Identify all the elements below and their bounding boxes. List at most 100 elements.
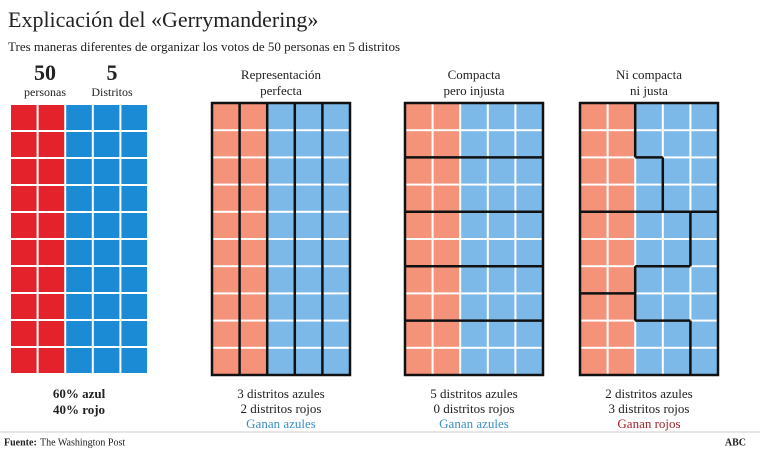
voter-cell <box>433 348 460 374</box>
voter-cell <box>608 185 635 211</box>
voter-cell <box>691 104 717 130</box>
voter-cell <box>406 104 432 130</box>
voter-cell <box>268 158 294 184</box>
voter-cell <box>93 240 120 265</box>
voter-cell <box>295 131 322 157</box>
voter-cell <box>433 267 460 293</box>
voter-cell <box>488 212 515 238</box>
voter-cell <box>121 294 147 319</box>
voter-cell <box>323 131 349 157</box>
voter-cell <box>213 158 239 184</box>
voter-cell <box>323 104 349 130</box>
voter-cell <box>38 132 65 157</box>
voter-cell <box>636 294 662 320</box>
voter-cell <box>66 105 92 130</box>
outer-border <box>403 101 545 377</box>
voter-cell <box>213 267 239 293</box>
panel-title: perfecta <box>260 83 302 98</box>
voter-cell <box>608 294 635 320</box>
voter-cell <box>488 294 515 320</box>
voter-cell <box>66 213 92 238</box>
voter-cell <box>240 185 267 211</box>
voter-cell <box>516 294 542 320</box>
voter-cell <box>295 294 322 320</box>
panel-title: Representación <box>241 67 322 82</box>
voter-cell <box>663 212 690 238</box>
voter-cell <box>581 104 607 130</box>
title: Explicación del «Gerrymandering» <box>8 7 318 32</box>
outer-border <box>578 101 720 377</box>
voter-cell <box>268 104 294 130</box>
voter-cell <box>581 348 607 374</box>
voter-cell <box>213 294 239 320</box>
voter-cell <box>516 212 542 238</box>
voter-cell <box>663 267 690 293</box>
voter-cell <box>93 348 120 373</box>
voter-cell <box>240 294 267 320</box>
voter-cell <box>608 348 635 374</box>
voter-cell <box>516 131 542 157</box>
voter-cell <box>636 212 662 238</box>
brand: ABC <box>725 437 746 448</box>
voter-cell <box>323 158 349 184</box>
outer-border <box>210 101 352 377</box>
voter-cell <box>66 267 92 292</box>
voter-cell <box>461 158 487 184</box>
panel-result: 2 distritos azules <box>605 386 692 401</box>
voter-cell <box>295 185 322 211</box>
voter-cell <box>11 132 37 157</box>
voter-cell <box>323 321 349 347</box>
note: 40% rojo <box>53 402 105 417</box>
voter-cell <box>38 294 65 319</box>
voter-cell <box>608 212 635 238</box>
voter-cell <box>433 212 460 238</box>
voter-cell <box>516 321 542 347</box>
voter-cell <box>66 132 92 157</box>
voter-cell <box>38 105 65 130</box>
voter-cell <box>66 159 92 184</box>
voter-cell <box>240 158 267 184</box>
voter-cell <box>691 267 717 293</box>
panel-result: 3 distritos rojos <box>609 401 690 416</box>
panel-result: 0 distritos rojos <box>434 401 515 416</box>
voter-cell <box>93 186 120 211</box>
voter-cell <box>636 321 662 347</box>
voter-cell <box>268 348 294 374</box>
voter-cell <box>581 267 607 293</box>
voter-cell <box>488 348 515 374</box>
voter-cell <box>406 267 432 293</box>
voter-cell <box>213 212 239 238</box>
voter-cell <box>488 240 515 266</box>
voter-cell <box>461 131 487 157</box>
voter-cell <box>636 104 662 130</box>
voter-cell <box>461 185 487 211</box>
voter-cell <box>406 348 432 374</box>
voter-cell <box>11 240 37 265</box>
voter-cell <box>240 212 267 238</box>
voter-cell <box>406 131 432 157</box>
voter-cell <box>461 104 487 130</box>
voter-cell <box>406 240 432 266</box>
voter-cell <box>636 267 662 293</box>
district-border <box>405 156 543 322</box>
source: The Washington Post <box>40 437 125 448</box>
voter-cell <box>636 158 662 184</box>
people-label: personas <box>24 85 66 99</box>
voter-cell <box>691 240 717 266</box>
voter-cell <box>295 212 322 238</box>
district-border <box>238 103 324 375</box>
voter-cell <box>11 321 37 346</box>
voter-cell <box>268 212 294 238</box>
voter-cell <box>406 294 432 320</box>
voter-cell <box>295 321 322 347</box>
voter-cell <box>461 348 487 374</box>
voter-cell <box>433 294 460 320</box>
voter-cell <box>636 185 662 211</box>
voter-cell <box>268 294 294 320</box>
voter-cell <box>93 267 120 292</box>
panel-title: Ni compacta <box>616 67 682 82</box>
voter-cell <box>66 348 92 373</box>
voter-cell <box>121 348 147 373</box>
voter-cell <box>581 212 607 238</box>
